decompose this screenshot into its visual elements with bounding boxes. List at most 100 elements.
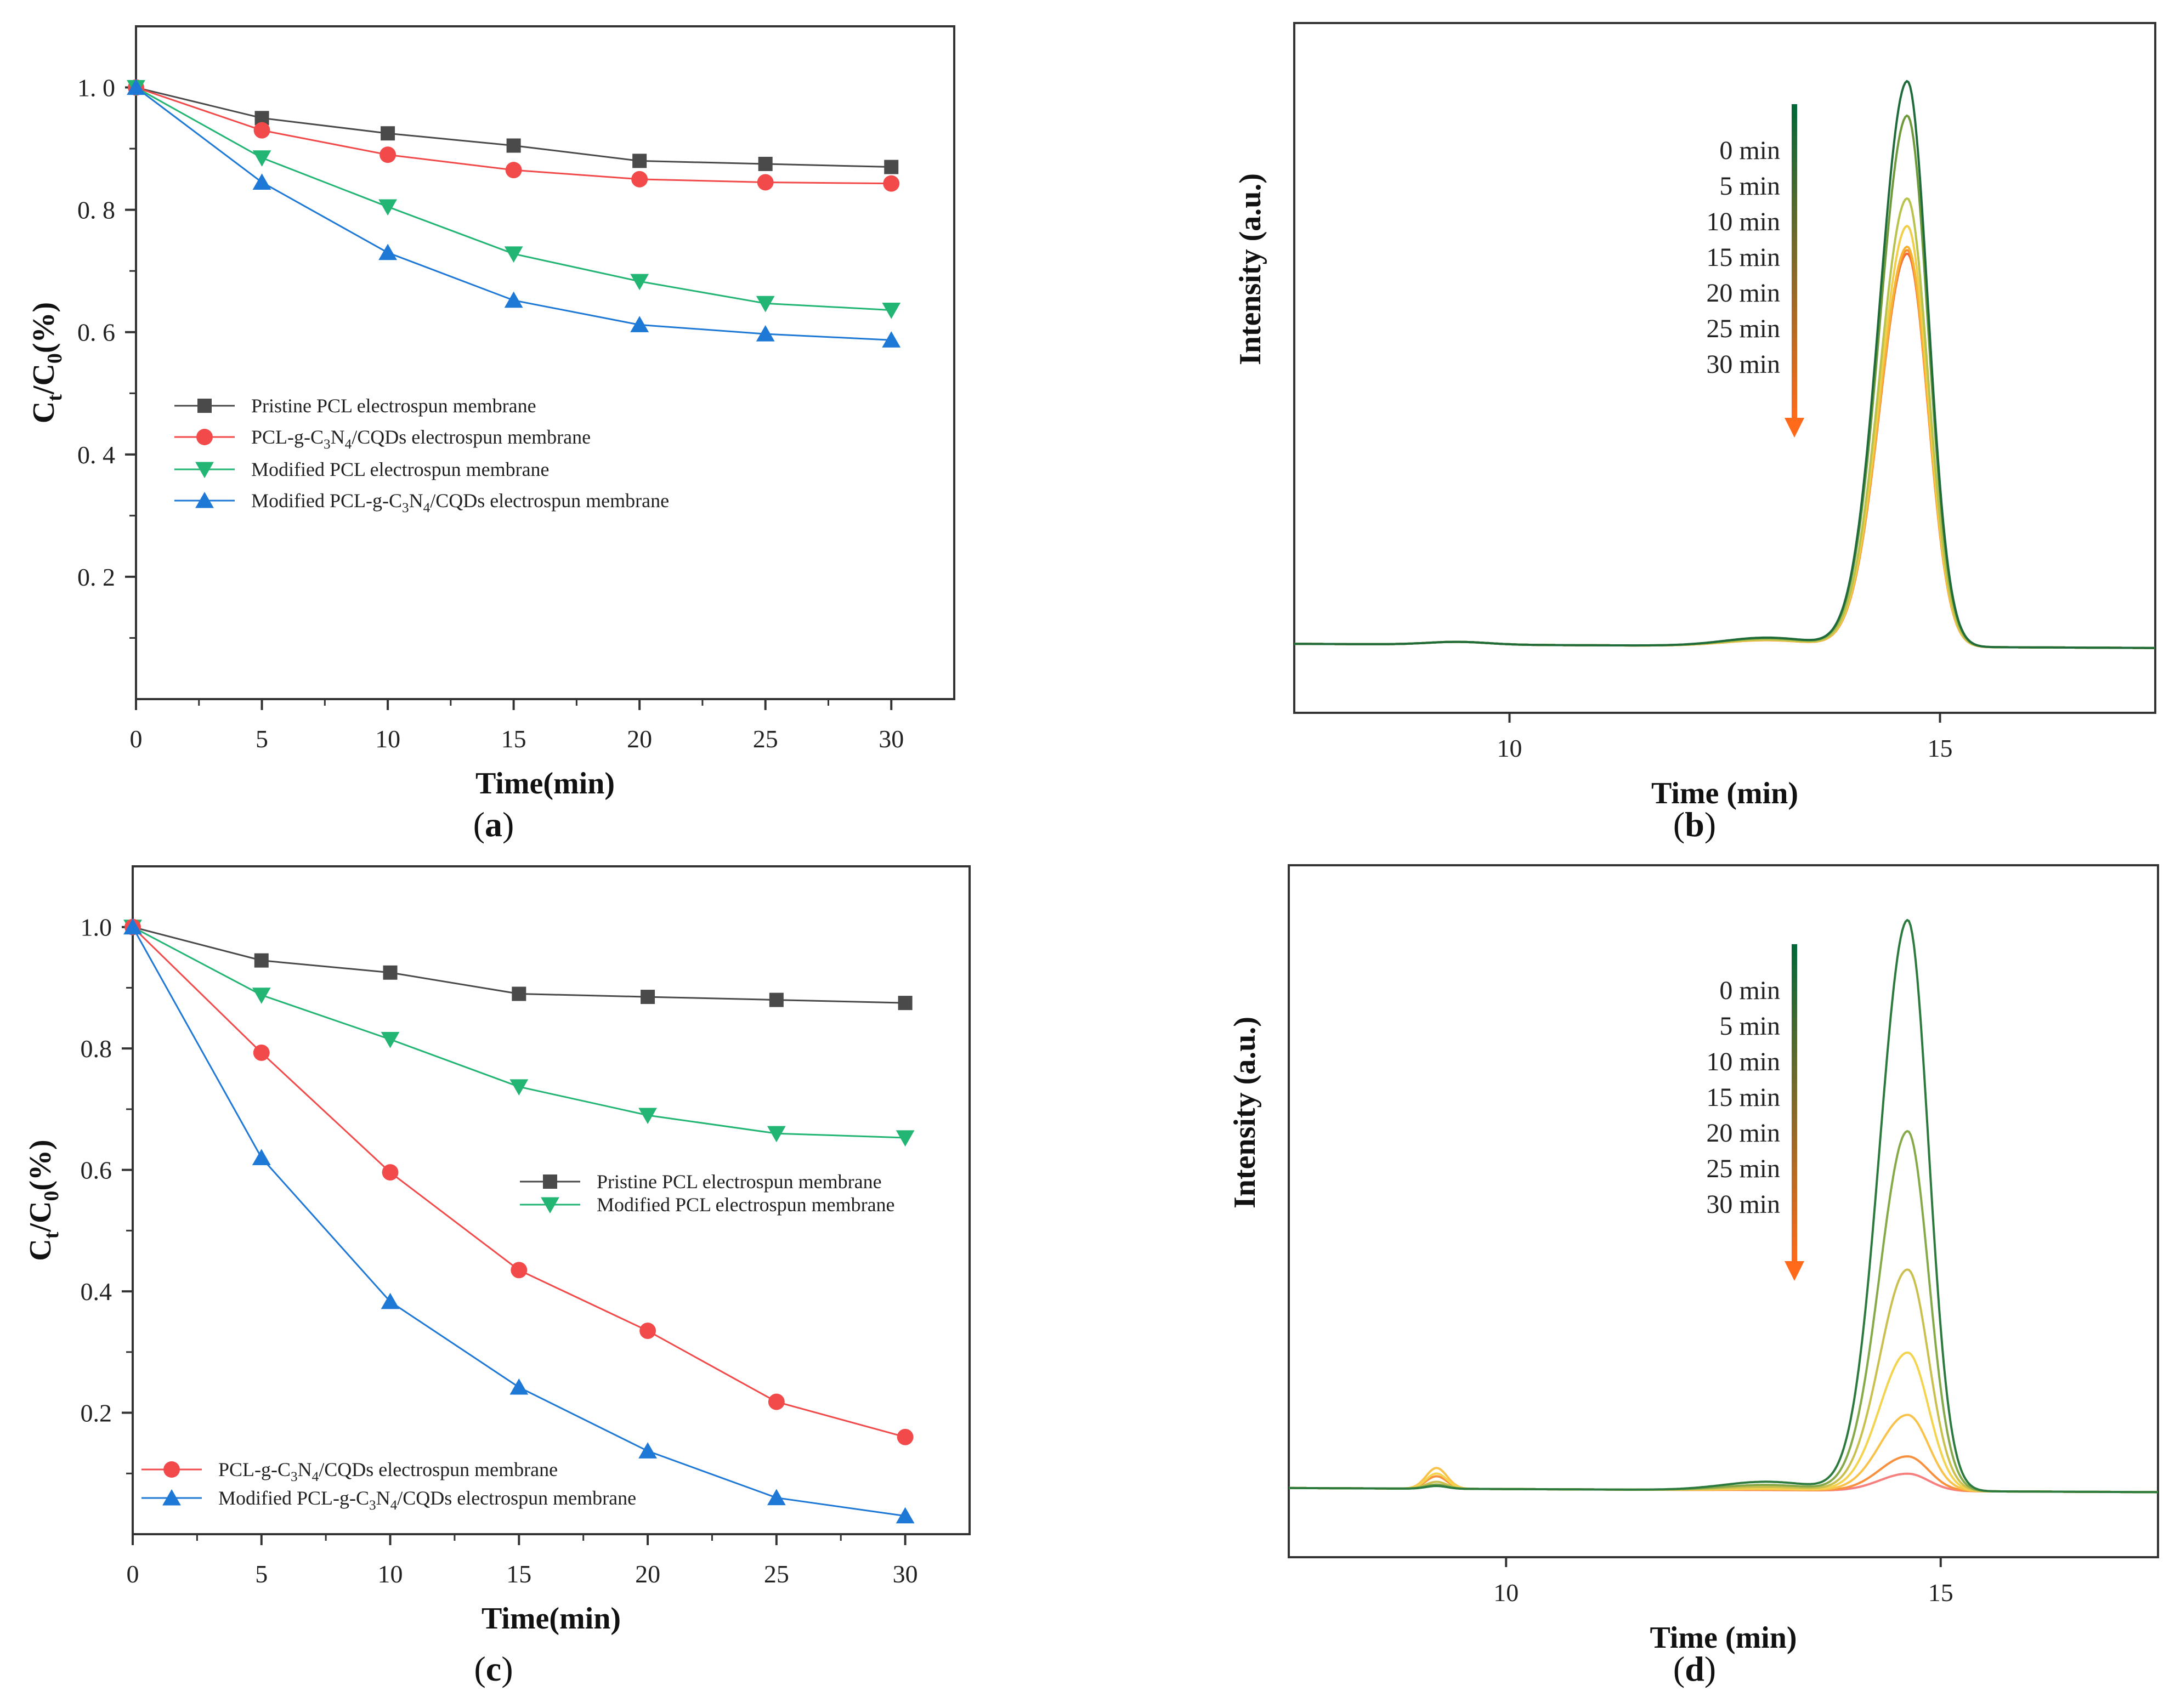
- data-point-s3-1: [252, 1149, 271, 1166]
- chromatogram-trace-6: [1294, 252, 2155, 649]
- data-point-s3-3: [509, 1378, 529, 1395]
- x-tick-label: 10: [378, 1560, 403, 1588]
- data-point-s1-3: [509, 1079, 529, 1096]
- legend-marker-3: [195, 491, 214, 508]
- legend-label-2: 10 min: [1706, 1047, 1780, 1076]
- gradient-arrow-head: [1785, 418, 1804, 438]
- data-point-s0-2: [383, 965, 398, 980]
- legend-marker-0: [197, 399, 212, 413]
- data-point-s3-4: [638, 1442, 657, 1459]
- legend-label-0: Pristine PCL electrospun membrane: [251, 395, 536, 417]
- data-point-s0-6: [898, 996, 913, 1011]
- legend-label-2: Modified PCL electrospun membrane: [251, 458, 550, 480]
- data-point-s2-1: [253, 1044, 270, 1061]
- panel-caption: (d): [1673, 1649, 1716, 1688]
- series-line-1: [132, 926, 905, 1139]
- data-point-s2-6: [882, 303, 901, 319]
- data-point-s0-3: [512, 986, 526, 1001]
- legend-marker-3: [162, 1489, 181, 1506]
- x-tick-label: 30: [879, 725, 904, 753]
- series-line-3: [132, 926, 905, 1517]
- data-point-s1-2: [380, 146, 397, 163]
- plot-frame: [1288, 864, 2159, 1558]
- chart-d: 10 15 Time (min) Intensity (a.u.) 0 min 5 min…: [1228, 864, 2159, 1688]
- legend-marker-2: [195, 462, 214, 479]
- data-point-s3-5: [767, 1489, 786, 1506]
- data-point-s2-2: [382, 1164, 399, 1181]
- data-point-s1-1: [252, 988, 271, 1004]
- data-point-s2-3: [504, 246, 523, 263]
- y-tick-label: 0.8: [81, 1035, 112, 1063]
- data-point-s3-6: [882, 331, 901, 348]
- data-point-s3-5: [756, 325, 775, 342]
- data-point-s2-1: [252, 150, 271, 167]
- y-axis-label: Ct/C0(%): [24, 1139, 63, 1261]
- data-point-s1-2: [381, 1032, 400, 1048]
- x-axis-label: Time (min): [1650, 1621, 1797, 1655]
- data-point-s1-1: [253, 122, 270, 139]
- panel-caption: (c): [474, 1649, 513, 1688]
- data-point-s3-1: [252, 173, 271, 190]
- x-tick-label: 25: [764, 1560, 789, 1588]
- y-tick-label: 0. 6: [77, 319, 115, 347]
- y-axis-label: Intensity (a.u.): [1228, 1017, 1262, 1208]
- y-axis-label: Intensity (a.u.): [1233, 173, 1267, 365]
- y-tick-label: 0.6: [81, 1156, 112, 1184]
- legend-label-4: 20 min: [1706, 279, 1780, 308]
- data-point-s0-4: [641, 990, 655, 1005]
- chart-b: 10 15 Time (min) Intensity (a.u.) 0 min 5 min…: [1233, 22, 2156, 844]
- data-point-s1-5: [767, 1126, 786, 1143]
- legend-marker-1: [541, 1197, 559, 1214]
- series-line-0: [135, 87, 892, 168]
- panel-caption: (a): [473, 805, 514, 844]
- legend-label-1: 5 min: [1719, 172, 1780, 201]
- x-tick-label: 30: [893, 1560, 918, 1588]
- data-point-s0-6: [884, 160, 899, 174]
- y-axis-label: Ct/C0(%): [27, 302, 66, 423]
- data-point-s3-0: [123, 918, 142, 935]
- data-point-s3-2: [381, 1292, 400, 1309]
- chromatogram-trace-3: [1289, 1351, 2158, 1494]
- panel-caption: (b): [1673, 805, 1716, 844]
- series-line-2: [135, 87, 892, 311]
- legend-label-0: 0 min: [1719, 136, 1780, 165]
- legend-label-1: 5 min: [1719, 1012, 1780, 1041]
- legend-marker-0: [543, 1174, 557, 1189]
- y-tick-label: 0. 4: [77, 441, 115, 469]
- data-point-s1-6: [883, 175, 900, 192]
- plot-frame: [132, 865, 971, 1535]
- data-point-s0-4: [632, 154, 647, 168]
- data-point-s3-3: [504, 291, 523, 308]
- legend-label-2: PCL-g-C3N4/CQDs electrospun membrane: [218, 1459, 558, 1484]
- x-tick-label: 0: [130, 725, 143, 753]
- chromatogram-trace-4: [1289, 1414, 2158, 1494]
- plot-frame: [135, 25, 955, 700]
- y-tick-label: 1.0: [81, 913, 112, 941]
- x-tick-label: 5: [256, 725, 268, 753]
- legend-label-2: 10 min: [1706, 207, 1780, 236]
- y-tick-label: 0. 2: [77, 563, 115, 591]
- legend-label-5: 25 min: [1706, 1154, 1780, 1183]
- x-tick-label: 10: [1493, 1579, 1519, 1607]
- legend-label-3: 15 min: [1706, 1083, 1780, 1112]
- data-point-s0-3: [506, 138, 521, 153]
- data-point-s3-0: [127, 78, 145, 95]
- data-point-s2-6: [897, 1428, 914, 1445]
- x-axis-label: Time(min): [475, 767, 615, 801]
- data-point-s2-4: [639, 1323, 656, 1340]
- data-point-s1-6: [896, 1130, 915, 1147]
- legend-label-1: PCL-g-C3N4/CQDs electrospun membrane: [251, 426, 591, 452]
- data-point-s2-5: [756, 296, 775, 313]
- gradient-arrow-shaft: [1792, 104, 1797, 418]
- data-point-s1-4: [631, 171, 648, 188]
- x-tick-label: 15: [506, 1560, 531, 1588]
- legend-label-4: 20 min: [1706, 1119, 1780, 1148]
- x-tick-label: 15: [1928, 734, 1953, 762]
- data-point-s0-5: [758, 156, 773, 171]
- data-point-s0-2: [381, 126, 395, 141]
- x-tick-label: 20: [635, 1560, 660, 1588]
- legend-label-6: 30 min: [1706, 1190, 1780, 1219]
- data-point-s3-6: [896, 1507, 915, 1524]
- gradient-arrow-shaft: [1792, 944, 1797, 1261]
